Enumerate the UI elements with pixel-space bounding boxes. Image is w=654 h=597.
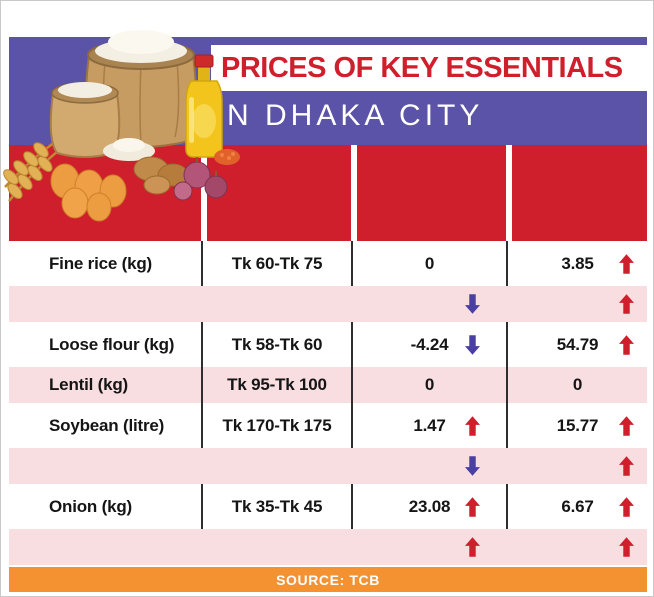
table-row: Lentil (kg) Tk 95-Tk 100 0 0 xyxy=(9,367,647,403)
up-arrow-icon xyxy=(465,415,480,436)
up-arrow-icon xyxy=(619,334,634,355)
down-arrow-icon xyxy=(465,334,480,355)
yearly-change-cell: 6.67 xyxy=(506,484,647,529)
oil-bottle-icon xyxy=(185,54,223,158)
monthly-change-cell: 0 xyxy=(351,241,506,286)
table-row xyxy=(9,448,647,484)
price-cell: Tk 58-Tk 60 xyxy=(201,322,351,367)
header-cell-year-change xyxy=(506,145,647,241)
item-cell xyxy=(9,529,201,565)
monthly-change-cell xyxy=(351,286,506,322)
item-cell: Lentil (kg) xyxy=(49,375,129,394)
lentils-icon xyxy=(214,149,240,165)
flour-sack-icon xyxy=(49,82,121,158)
up-arrow-icon xyxy=(619,253,634,274)
monthly-change-value: 1.47 xyxy=(413,415,446,435)
down-arrow-icon xyxy=(465,456,480,476)
header-cell-month-change xyxy=(351,145,506,241)
monthly-change-value: 0 xyxy=(424,253,435,273)
page-title: PRICES OF KEY ESSENTIALS xyxy=(221,51,623,84)
up-arrow-icon xyxy=(619,537,634,557)
page-subtitle: N DHAKA CITY xyxy=(227,99,484,132)
monthly-change-cell: -4.24 xyxy=(351,322,506,367)
yearly-change-cell xyxy=(506,448,647,484)
flour-pile-icon xyxy=(103,138,155,161)
price-cell xyxy=(201,448,351,484)
monthly-change-cell: 23.08 xyxy=(351,484,506,529)
source-bar: SOURCE: TCB xyxy=(9,567,647,592)
up-arrow-icon xyxy=(465,496,480,517)
price-cell: Tk 95-Tk 100 xyxy=(201,367,351,403)
food-collage-illustration xyxy=(3,30,240,222)
table-row: Onion (kg) Tk 35-Tk 45 23.08 6.67 xyxy=(9,484,647,529)
monthly-change-cell: 1.47 xyxy=(351,403,506,448)
up-arrow-icon xyxy=(619,456,634,476)
down-arrow-icon xyxy=(465,294,480,314)
table-row: Fine rice (kg) Tk 60-Tk 75 0 3.85 xyxy=(9,241,647,286)
yearly-change-cell: 54.79 xyxy=(506,322,647,367)
monthly-change-cell xyxy=(351,448,506,484)
item-cell: Fine rice (kg) xyxy=(49,253,153,273)
table-row xyxy=(9,286,647,322)
yearly-change-value: 0 xyxy=(572,375,583,394)
yearly-change-value: 15.77 xyxy=(556,415,599,435)
yearly-change-cell xyxy=(506,286,647,322)
yearly-change-cell: 15.77 xyxy=(506,403,647,448)
yearly-change-value: 6.67 xyxy=(561,496,594,516)
table-row: Loose flour (kg) Tk 58-Tk 60 -4.24 54.79 xyxy=(9,322,647,367)
yearly-change-cell xyxy=(506,529,647,565)
table-body: Fine rice (kg) Tk 60-Tk 75 0 3.85 xyxy=(9,241,647,565)
rice-sack-icon xyxy=(84,30,198,148)
price-cell: Tk 35-Tk 45 xyxy=(201,484,351,529)
price-cell: Tk 60-Tk 75 xyxy=(201,241,351,286)
monthly-change-cell: 0 xyxy=(351,367,506,403)
eggs-icon xyxy=(50,163,127,222)
table-row xyxy=(9,529,647,565)
item-cell xyxy=(9,448,201,484)
price-cell xyxy=(201,286,351,322)
up-arrow-icon xyxy=(465,537,480,557)
item-cell: Onion (kg) xyxy=(49,496,132,516)
up-arrow-icon xyxy=(619,496,634,517)
monthly-change-value: -4.24 xyxy=(410,334,449,354)
onions-icon xyxy=(173,157,228,201)
item-cell: Loose flour (kg) xyxy=(49,334,175,354)
yearly-change-cell: 3.85 xyxy=(506,241,647,286)
table-row: Soybean (litre) Tk 170-Tk 175 1.47 15.77 xyxy=(9,403,647,448)
monthly-change-cell xyxy=(351,529,506,565)
source-label: SOURCE: TCB xyxy=(276,571,380,588)
price-cell: Tk 170-Tk 175 xyxy=(201,403,351,448)
item-cell: Soybean (litre) xyxy=(49,415,165,435)
item-cell xyxy=(9,286,201,322)
yearly-change-cell: 0 xyxy=(506,367,647,403)
monthly-change-value: 0 xyxy=(424,375,435,394)
potatoes-icon xyxy=(133,156,189,195)
yearly-change-value: 3.85 xyxy=(561,253,594,273)
up-arrow-icon xyxy=(619,415,634,436)
yearly-change-value: 54.79 xyxy=(556,334,599,354)
monthly-change-value: 23.08 xyxy=(408,496,451,516)
up-arrow-icon xyxy=(619,294,634,314)
price-cell xyxy=(201,529,351,565)
title-box: PRICES OF KEY ESSENTIALS xyxy=(211,45,647,91)
